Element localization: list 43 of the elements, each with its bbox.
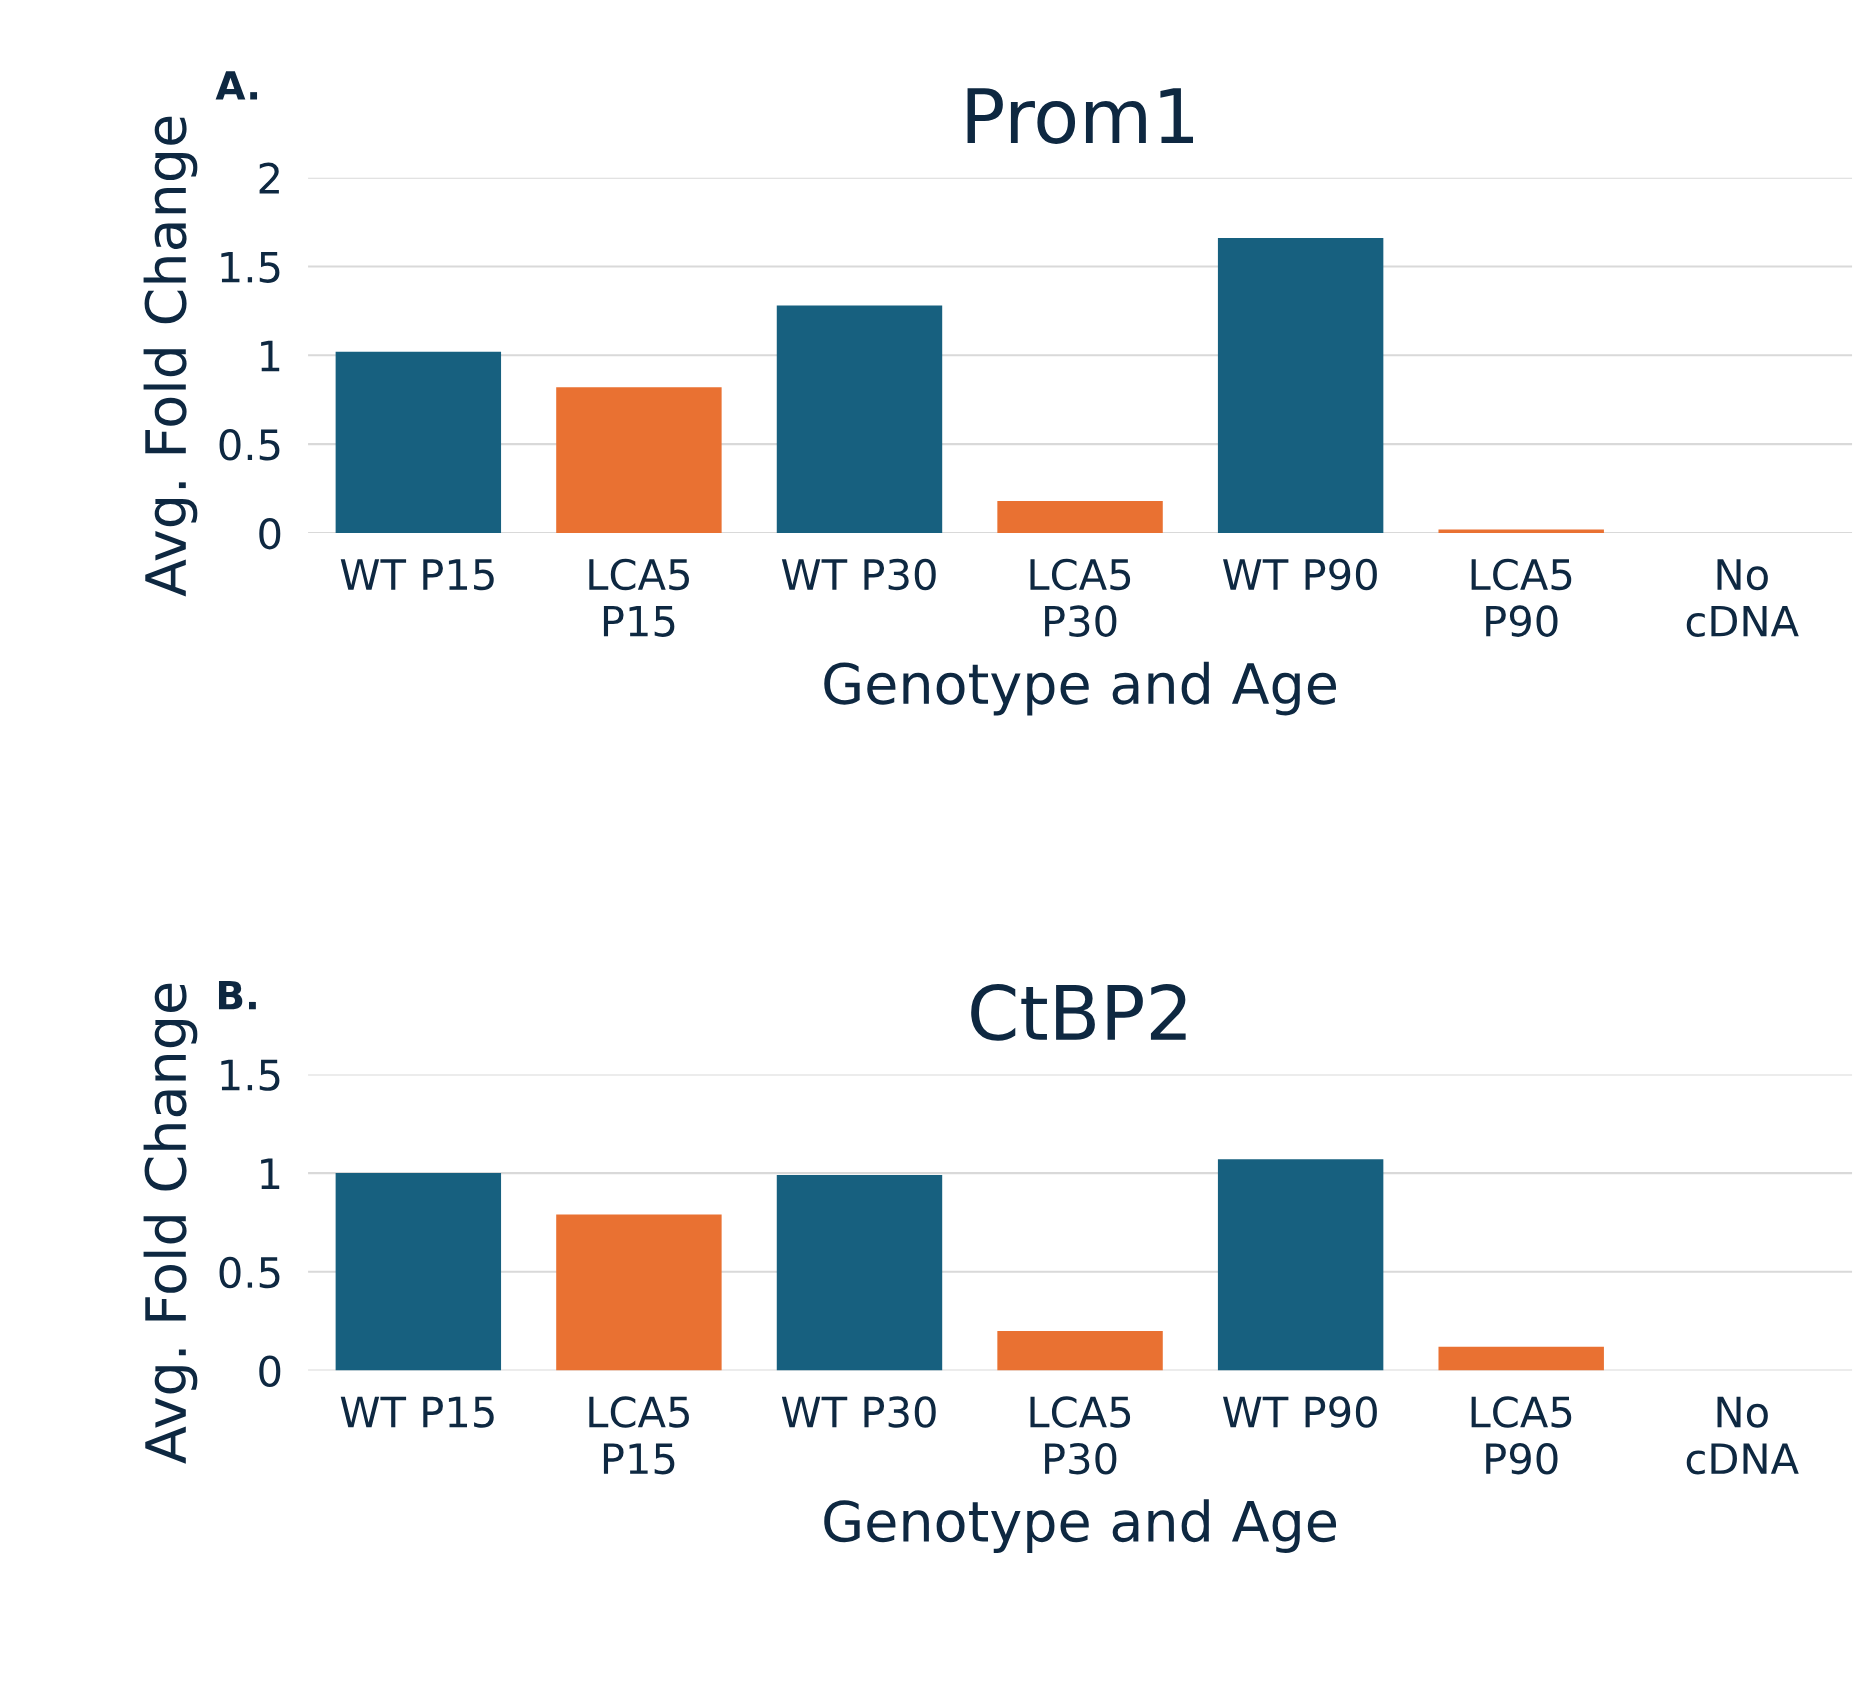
x-tick-label: WT P90 (1223, 558, 1377, 591)
chart-title: Prom1 (967, 88, 1193, 144)
y-tick-label: 1 (261, 340, 280, 372)
y-tick-label: 0 (259, 1355, 281, 1387)
x-tick-label: WT P15 (340, 1396, 494, 1428)
bar (776, 305, 943, 533)
y-tick-label: 2 (259, 162, 279, 194)
y-axis-title: Avg. Fold Change (143, 983, 198, 1464)
x-tick-label: No cDNA (1686, 1396, 1799, 1475)
y-tick-label: 1.5 (221, 1059, 280, 1091)
bar (335, 1173, 502, 1371)
bar (776, 1175, 943, 1371)
y-tick-label: 1 (261, 1158, 280, 1189)
x-tick-label: WT P30 (781, 558, 936, 591)
y-axis-title: Avg. Fold Change (143, 116, 198, 597)
text: A. (215, 71, 258, 100)
bar (335, 351, 502, 533)
x-tick-label: LCA5 P15 (589, 558, 689, 637)
bar (1217, 1159, 1384, 1371)
bar (1438, 1346, 1604, 1371)
bar (1217, 238, 1384, 533)
x-tick-label: LCA5 P30 (1030, 1396, 1131, 1475)
x-tick-label: LCA5 P15 (589, 1396, 689, 1475)
x-tick-label: WT P15 (340, 559, 494, 591)
y-tick-label: 0.5 (219, 1256, 280, 1289)
x-tick-label: LCA5 P30 (1030, 558, 1131, 637)
x-tick-label: LCA5 P90 (1471, 558, 1572, 637)
chart-title: CtBP2 (971, 984, 1186, 1041)
x-tick-label: No cDNA (1686, 559, 1799, 637)
y-tick-label: 1.5 (221, 251, 280, 283)
bar (1438, 529, 1604, 533)
bar (997, 1331, 1163, 1371)
x-axis-title: Genotype and Age (824, 661, 1337, 716)
text: B. (218, 980, 256, 1010)
x-axis-title: Genotype and Age (824, 1499, 1337, 1553)
x-tick-label: WT P90 (1223, 1396, 1377, 1428)
y-tick-label: 0 (259, 517, 281, 550)
bar (556, 1214, 722, 1371)
x-tick-label: WT P30 (781, 1396, 936, 1428)
x-tick-label: LCA5 P90 (1471, 1396, 1572, 1475)
bar (556, 387, 722, 533)
bar (997, 501, 1163, 533)
y-tick-label: 0.5 (219, 429, 280, 461)
